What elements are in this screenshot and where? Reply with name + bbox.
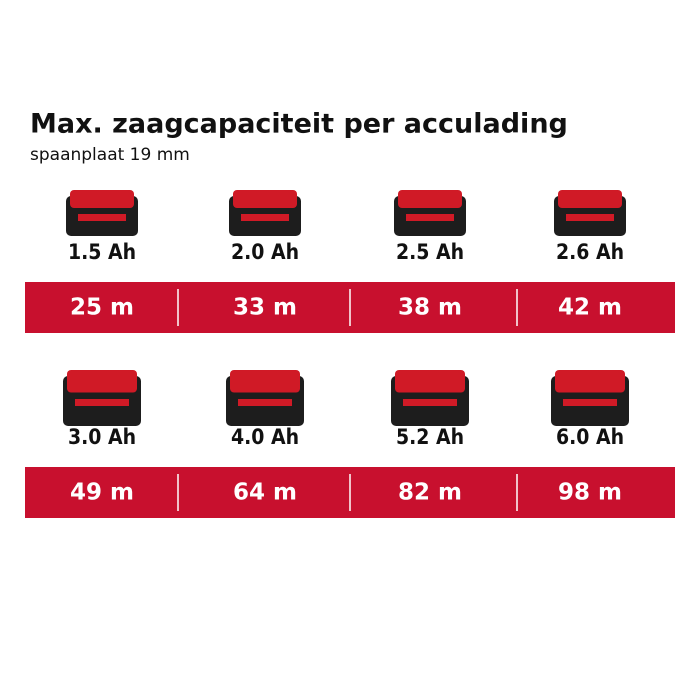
subtitle: spaanplaat 19 mm: [30, 145, 190, 165]
capacity-label: 2.0 Ah: [231, 240, 299, 264]
battery-top: [395, 370, 465, 393]
distance-label: 64 m: [233, 480, 297, 506]
battery-label: [406, 214, 454, 221]
distance-label: 38 m: [398, 295, 462, 321]
capacity-label: 2.5 Ah: [396, 240, 464, 264]
distance-label: 25 m: [70, 295, 134, 321]
battery-top: [558, 190, 622, 208]
battery-label: [78, 214, 126, 221]
capacity-label: 2.6 Ah: [556, 240, 624, 264]
battery-top: [398, 190, 462, 208]
battery-label: [241, 214, 289, 221]
battery-top: [67, 370, 137, 393]
distance-label: 33 m: [233, 295, 297, 321]
battery-top: [233, 190, 297, 208]
battery-label: [403, 399, 457, 406]
battery-label: [563, 399, 617, 406]
title: Max. zaagcapaciteit per acculading: [30, 109, 568, 140]
capacity-label: 1.5 Ah: [68, 240, 136, 264]
capacity-label: 4.0 Ah: [231, 425, 299, 449]
battery-label: [238, 399, 292, 406]
battery-top: [555, 370, 625, 393]
battery-top: [230, 370, 300, 393]
battery-label: [566, 214, 614, 221]
battery-top: [70, 190, 134, 208]
distance-label: 82 m: [398, 480, 462, 506]
capacity-label: 6.0 Ah: [556, 425, 624, 449]
distance-label: 49 m: [70, 480, 134, 506]
battery-label: [75, 399, 129, 406]
capacity-label: 3.0 Ah: [68, 425, 136, 449]
distance-label: 42 m: [558, 295, 622, 321]
capacity-label: 5.2 Ah: [396, 425, 464, 449]
distance-label: 98 m: [558, 480, 622, 506]
